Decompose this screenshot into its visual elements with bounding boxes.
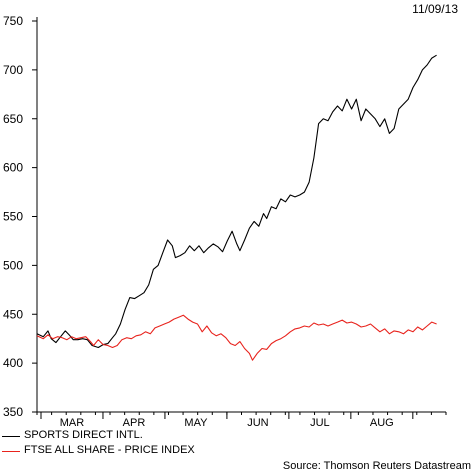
y-tick-label: 450	[3, 307, 23, 321]
legend-swatch-sports-direct	[2, 436, 20, 437]
y-tick-label: 350	[3, 405, 23, 419]
x-axis: MAR APR MAY JUN JUL AUG	[36, 411, 447, 429]
y-tick-label: 400	[3, 356, 23, 370]
x-month-label: MAR	[60, 417, 85, 429]
y-tick-label: 500	[3, 258, 23, 272]
y-tick-label: 750	[3, 14, 23, 28]
y-tick-label: 550	[3, 210, 23, 224]
series-layer	[36, 54, 437, 361]
x-month-label: JUL	[310, 417, 330, 429]
y-axis: 350 400 450 500 550 600 650 700 750	[3, 14, 38, 419]
y-tick-label: 700	[3, 63, 23, 77]
x-month-label: AUG	[370, 417, 394, 429]
x-month-label: APR	[123, 417, 146, 429]
date-label: 11/09/13	[412, 2, 458, 16]
y-tick-label: 600	[3, 161, 23, 175]
legend-label-ftse: FTSE ALL SHARE - PRICE INDEX	[24, 444, 195, 456]
x-month-label: JUN	[247, 417, 268, 429]
x-month-label: MAY	[184, 417, 208, 429]
legend-swatch-ftse	[2, 451, 20, 452]
series-line-sports-direct	[36, 54, 437, 349]
series-line-ftse-all-share	[36, 314, 437, 361]
y-tick-label: 650	[3, 112, 23, 126]
source-label: Source: Thomson Reuters Datastream	[282, 460, 471, 472]
legend-label-sports-direct: SPORTS DIRECT INTL.	[24, 429, 143, 441]
